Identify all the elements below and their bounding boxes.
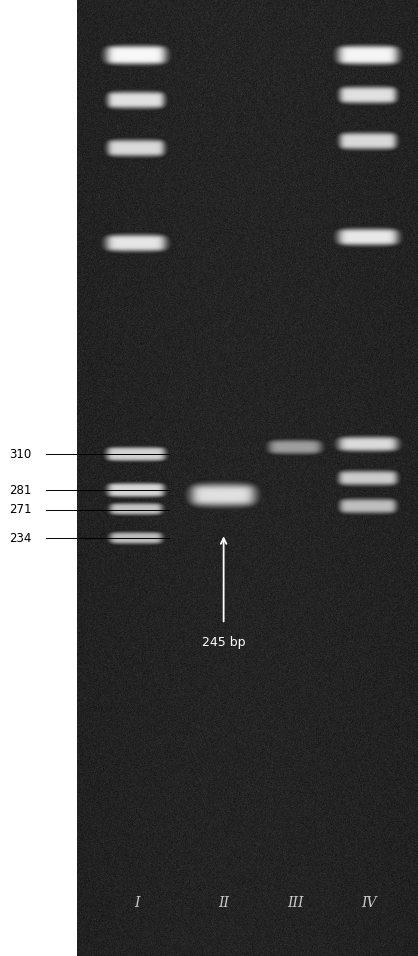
Text: 245 bp: 245 bp <box>202 636 245 649</box>
Text: II: II <box>218 897 229 910</box>
Text: III: III <box>287 897 303 910</box>
Text: 310: 310 <box>9 447 31 461</box>
Text: 234: 234 <box>9 532 32 545</box>
Text: 281: 281 <box>9 484 32 497</box>
Text: 271: 271 <box>9 503 32 516</box>
Text: I: I <box>134 897 140 910</box>
Text: IV: IV <box>361 897 376 910</box>
